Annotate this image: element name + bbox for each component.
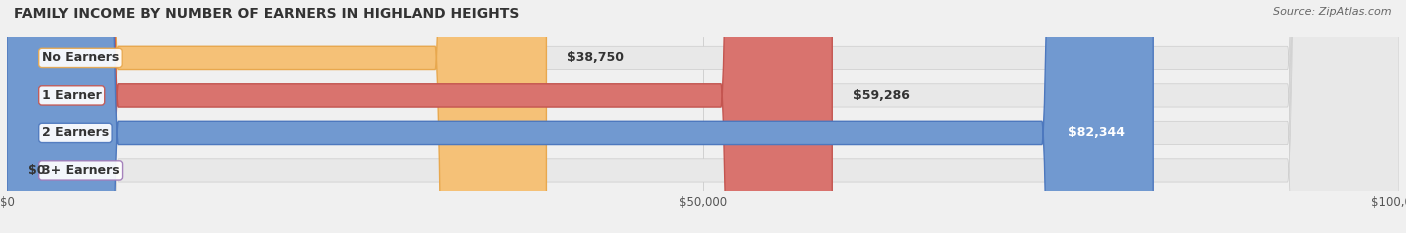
Text: $0: $0 <box>28 164 45 177</box>
Text: 2 Earners: 2 Earners <box>42 127 108 139</box>
Text: Source: ZipAtlas.com: Source: ZipAtlas.com <box>1274 7 1392 17</box>
Text: 3+ Earners: 3+ Earners <box>42 164 120 177</box>
Text: 1 Earner: 1 Earner <box>42 89 101 102</box>
Text: No Earners: No Earners <box>42 51 120 64</box>
FancyBboxPatch shape <box>7 0 1153 233</box>
FancyBboxPatch shape <box>7 0 1399 233</box>
FancyBboxPatch shape <box>7 0 1399 233</box>
Text: $82,344: $82,344 <box>1069 127 1125 139</box>
Text: $38,750: $38,750 <box>567 51 624 64</box>
FancyBboxPatch shape <box>7 0 1399 233</box>
FancyBboxPatch shape <box>7 0 547 233</box>
Text: FAMILY INCOME BY NUMBER OF EARNERS IN HIGHLAND HEIGHTS: FAMILY INCOME BY NUMBER OF EARNERS IN HI… <box>14 7 519 21</box>
Text: $59,286: $59,286 <box>853 89 910 102</box>
FancyBboxPatch shape <box>7 0 1399 233</box>
FancyBboxPatch shape <box>7 0 832 233</box>
